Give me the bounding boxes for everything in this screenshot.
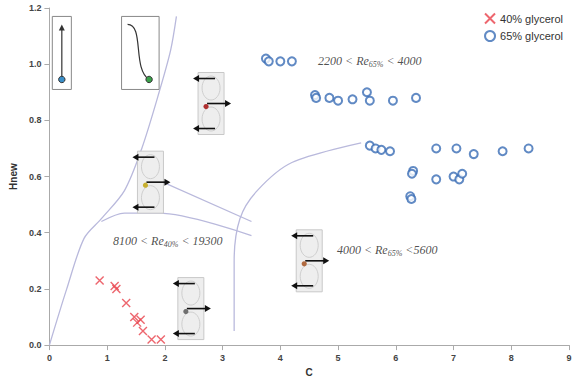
svg-text:4000 < Re: 4000 < Re [337, 243, 388, 257]
svg-text:C: C [306, 367, 313, 378]
svg-text:< 4000: < 4000 [383, 54, 421, 68]
svg-text:1.0: 1.0 [29, 59, 42, 69]
svg-text:3: 3 [220, 353, 225, 363]
svg-text:8100 < Re: 8100 < Re [113, 234, 164, 248]
svg-text:Hnew: Hnew [8, 163, 19, 190]
svg-text:0.0: 0.0 [29, 340, 42, 350]
svg-text:1.2: 1.2 [29, 3, 42, 13]
svg-text:40% glycerol: 40% glycerol [500, 13, 563, 25]
svg-text:8: 8 [509, 353, 514, 363]
svg-text:9: 9 [566, 353, 571, 363]
svg-text:65%: 65% [388, 249, 403, 258]
svg-text:<5600: <5600 [402, 243, 437, 257]
svg-text:4: 4 [278, 353, 283, 363]
svg-text:< 19300: < 19300 [178, 234, 222, 248]
svg-text:0.8: 0.8 [29, 115, 42, 125]
svg-text:0.2: 0.2 [29, 284, 42, 294]
svg-text:2200 < Re: 2200 < Re [318, 54, 369, 68]
svg-text:6: 6 [393, 353, 398, 363]
svg-text:65%: 65% [369, 60, 384, 69]
svg-text:1: 1 [105, 353, 110, 363]
svg-text:0.6: 0.6 [29, 172, 42, 182]
svg-text:65% glycerol: 65% glycerol [500, 30, 563, 42]
svg-text:2: 2 [162, 353, 167, 363]
svg-text:7: 7 [451, 353, 456, 363]
svg-text:0.4: 0.4 [29, 228, 42, 238]
svg-text:0: 0 [47, 353, 52, 363]
svg-text:40%: 40% [164, 240, 179, 249]
svg-text:5: 5 [336, 353, 341, 363]
